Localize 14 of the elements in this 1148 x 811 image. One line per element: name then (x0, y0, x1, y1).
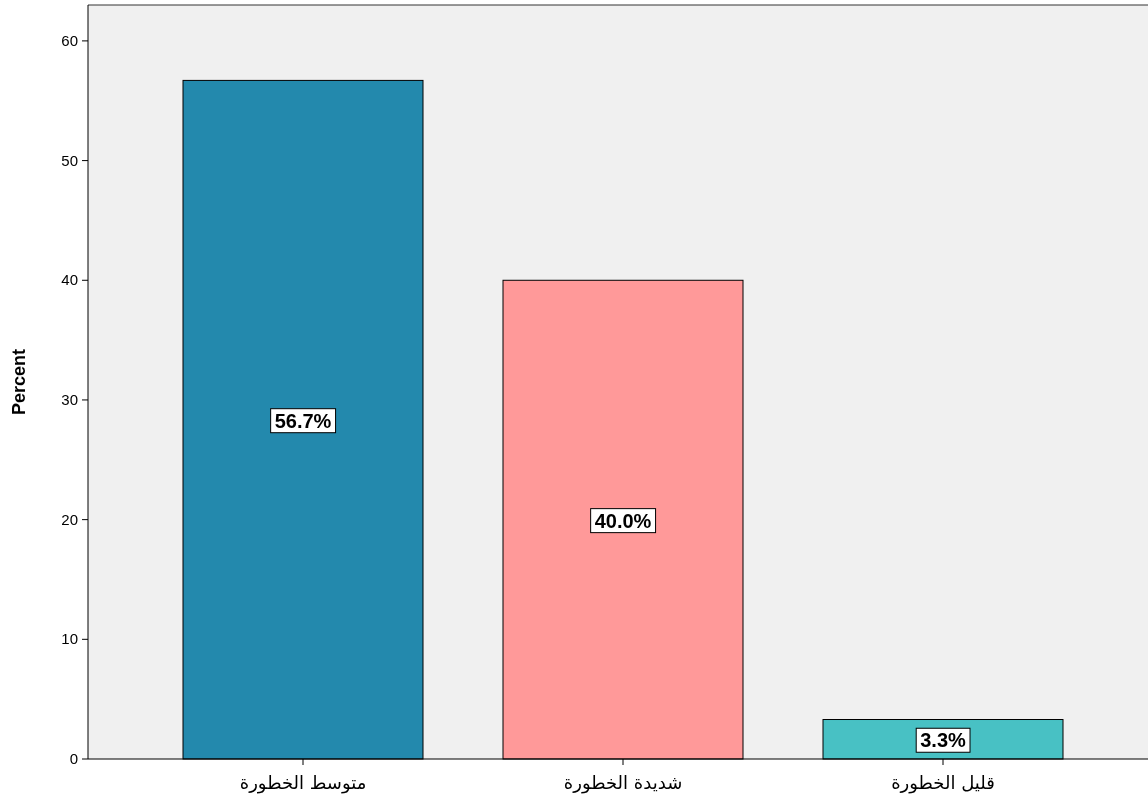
x-tick-label: قليل الخطورة (891, 772, 995, 794)
y-axis-title: Percent (9, 348, 29, 416)
y-tick-label: 10 (61, 630, 78, 648)
y-tick-label: 50 (61, 151, 78, 169)
data-label: 3.3% (920, 729, 967, 752)
data-label: 40.0% (594, 509, 652, 532)
x-tick-label: شديدة الخطورة (563, 772, 683, 794)
x-tick-label: متوسط الخطورة (239, 772, 367, 794)
y-tick-label: 40 (61, 271, 78, 289)
y-tick-label: 60 (61, 31, 78, 49)
y-tick-label: 0 (69, 750, 78, 767)
data-label: 56.7% (274, 409, 332, 432)
y-tick-label: 30 (61, 390, 78, 408)
y-tick-label: 20 (61, 510, 78, 528)
